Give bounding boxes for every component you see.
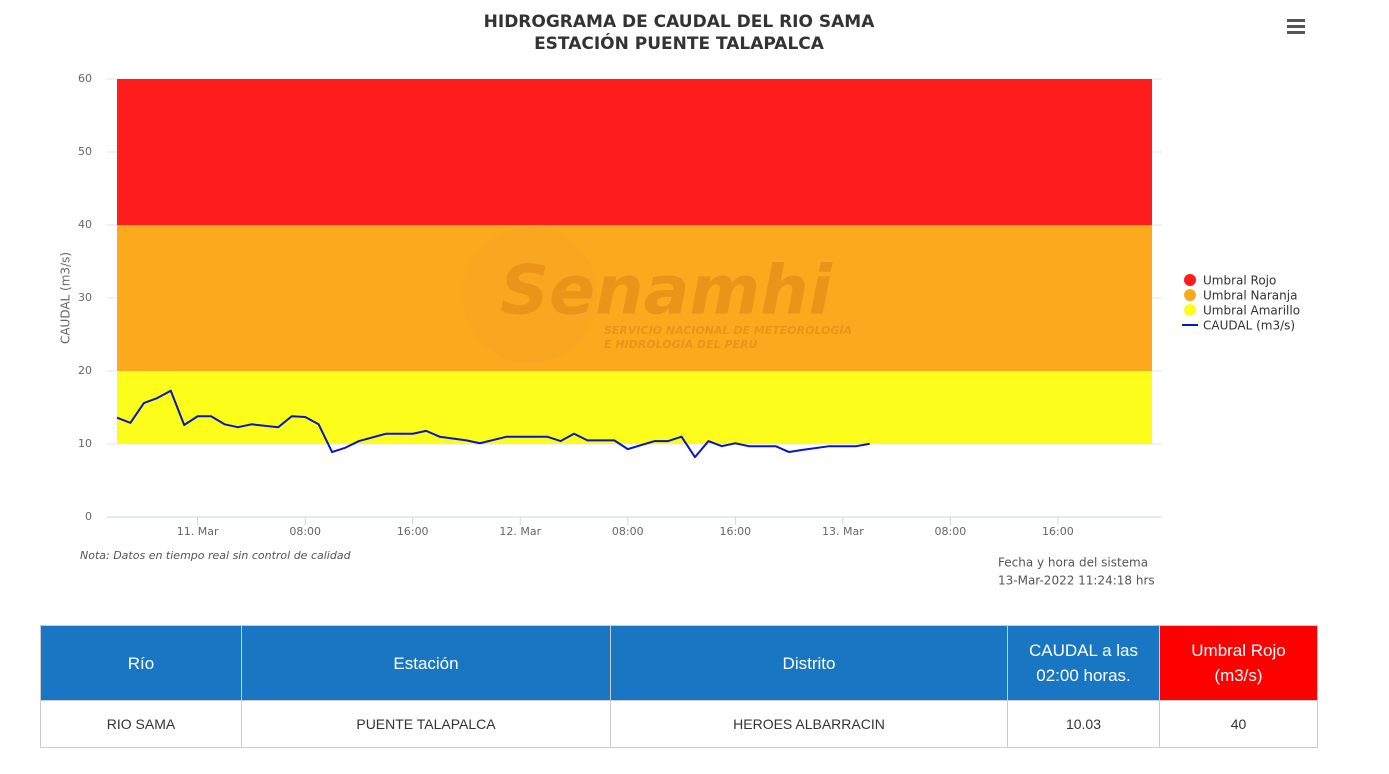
cell: HEROES ALBARRACIN bbox=[610, 700, 1008, 748]
system-time: 13-Mar-2022 11:24:18 hrs bbox=[998, 574, 1155, 588]
legend-marker bbox=[1184, 274, 1196, 286]
threshold-band bbox=[117, 371, 1152, 444]
menu-bar[interactable] bbox=[1287, 19, 1305, 22]
chart-title: HIDROGRAMA DE CAUDAL DEL RIO SAMA bbox=[484, 12, 876, 32]
header-cell: Distrito bbox=[610, 625, 1008, 701]
y-tick-label: 10 bbox=[78, 437, 92, 450]
x-tick-label: 08:00 bbox=[935, 525, 967, 538]
y-tick-label: 30 bbox=[78, 291, 92, 304]
watermark-line: E HIDROLOGÍA DEL PERÚ bbox=[604, 338, 758, 351]
x-tick-label: 08:00 bbox=[612, 525, 644, 538]
chart-subtitle: ESTACIÓN PUENTE TALAPALCA bbox=[534, 32, 825, 54]
x-tick-label: 16:00 bbox=[719, 525, 751, 538]
legend-label: Umbral Rojo bbox=[1203, 274, 1276, 288]
system-time-label: Fecha y hora del sistema bbox=[998, 556, 1148, 570]
legend-marker bbox=[1184, 289, 1196, 301]
y-tick-label: 50 bbox=[78, 145, 92, 158]
x-tick-label: 08:00 bbox=[289, 525, 321, 538]
legend-label: CAUDAL (m3/s) bbox=[1203, 319, 1295, 333]
y-tick-label: 20 bbox=[78, 364, 92, 377]
header-cell: CAUDAL a las 02:00 horas. bbox=[1007, 625, 1160, 701]
menu-button[interactable] bbox=[1287, 19, 1305, 34]
cell: 10.03 bbox=[1007, 700, 1160, 748]
threshold-band bbox=[117, 225, 1152, 371]
watermark-line: SERVICIO NACIONAL DE METEOROLOGÍA bbox=[604, 324, 852, 337]
cell: RIO SAMA bbox=[40, 700, 242, 748]
note: Nota: Datos en tiempo real sin control d… bbox=[80, 549, 352, 562]
y-tick-label: 60 bbox=[78, 72, 92, 85]
header-cell: Umbral Rojo (m3/s) bbox=[1159, 625, 1318, 701]
threshold-band bbox=[117, 79, 1152, 225]
x-tick-label: 16:00 bbox=[397, 525, 429, 538]
x-tick-label: 13. Mar bbox=[822, 525, 864, 538]
legend-marker bbox=[1184, 304, 1196, 316]
y-tick-label: 40 bbox=[78, 218, 92, 231]
watermark-sun bbox=[462, 227, 598, 363]
chart: HIDROGRAMA DE CAUDAL DEL RIO SAMA ESTACI… bbox=[59, 12, 1305, 588]
legend-label: Umbral Naranja bbox=[1203, 289, 1297, 303]
x-tick-label: 16:00 bbox=[1042, 525, 1074, 538]
y-tick-label: 0 bbox=[85, 510, 92, 523]
x-tick-label: 12. Mar bbox=[499, 525, 541, 538]
legend-label: Umbral Amarillo bbox=[1203, 304, 1300, 318]
header-cell: Estación bbox=[241, 625, 611, 701]
y-axis-label: CAUDAL (m3/s) bbox=[59, 252, 73, 344]
menu-bar[interactable] bbox=[1287, 25, 1305, 28]
x-tick-label: 11. Mar bbox=[177, 525, 219, 538]
cell: 40 bbox=[1159, 700, 1318, 748]
header-cell: Río bbox=[40, 625, 242, 701]
summary-table: Río Estación Distrito CAUDAL a las 02:00… bbox=[40, 625, 1318, 748]
menu-bar[interactable] bbox=[1287, 31, 1305, 34]
data-line bbox=[116, 389, 870, 459]
cell: PUENTE TALAPALCA bbox=[241, 700, 611, 748]
watermark-name: Senamhi bbox=[500, 252, 834, 331]
